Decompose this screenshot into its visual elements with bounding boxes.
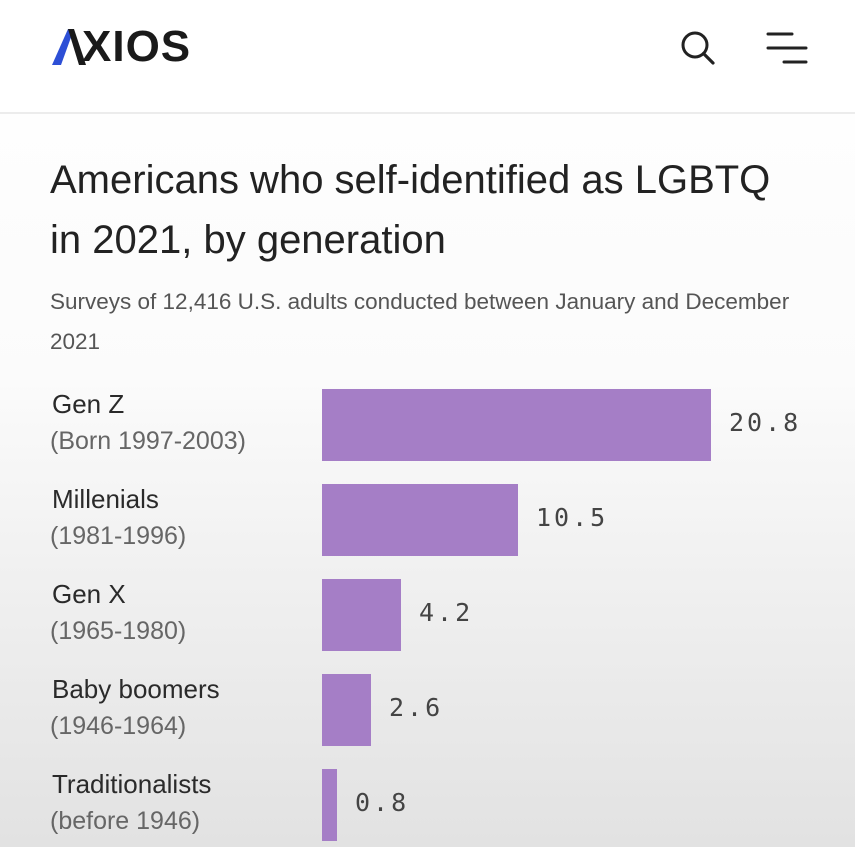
category-label: Baby boomers (52, 674, 220, 704)
search-icon (681, 31, 715, 65)
category-years-label: (before 1946) (50, 807, 201, 835)
category-label: Gen Z (52, 389, 125, 419)
value-label: 0.8 (355, 788, 410, 817)
category-years-label: (1965-1980) (50, 617, 187, 645)
category-label: Gen X (52, 579, 126, 609)
value-label: 2.6 (389, 693, 444, 722)
search-button[interactable] (676, 26, 720, 70)
category-label: Millenials (52, 484, 159, 514)
category-years-label: (1946-1964) (50, 712, 187, 740)
axios-logo[interactable]: XIOS (52, 22, 191, 72)
bar (322, 389, 711, 461)
category-years-label: (Born 1997-2003) (50, 427, 246, 455)
menu-button[interactable] (762, 26, 812, 70)
axios-logo-mark-icon (52, 29, 86, 65)
bar (322, 484, 518, 556)
category-label: Traditionalists (52, 769, 212, 799)
value-label: 10.5 (536, 503, 609, 532)
chart-subtitle: Surveys of 12,416 U.S. adults conducted … (50, 289, 790, 354)
hamburger-menu-icon (766, 32, 808, 64)
top-navigation-bar: XIOS (0, 0, 855, 114)
bar (322, 579, 401, 651)
value-label: 20.8 (729, 408, 802, 437)
value-label: 4.2 (419, 598, 474, 627)
bar (322, 769, 337, 841)
bar (322, 674, 371, 746)
chart-title: Americans who self-identified as LGBTQ i… (50, 158, 771, 262)
logo-wordmark: XIOS (82, 22, 192, 71)
category-years-label: (1981-1996) (50, 522, 187, 550)
